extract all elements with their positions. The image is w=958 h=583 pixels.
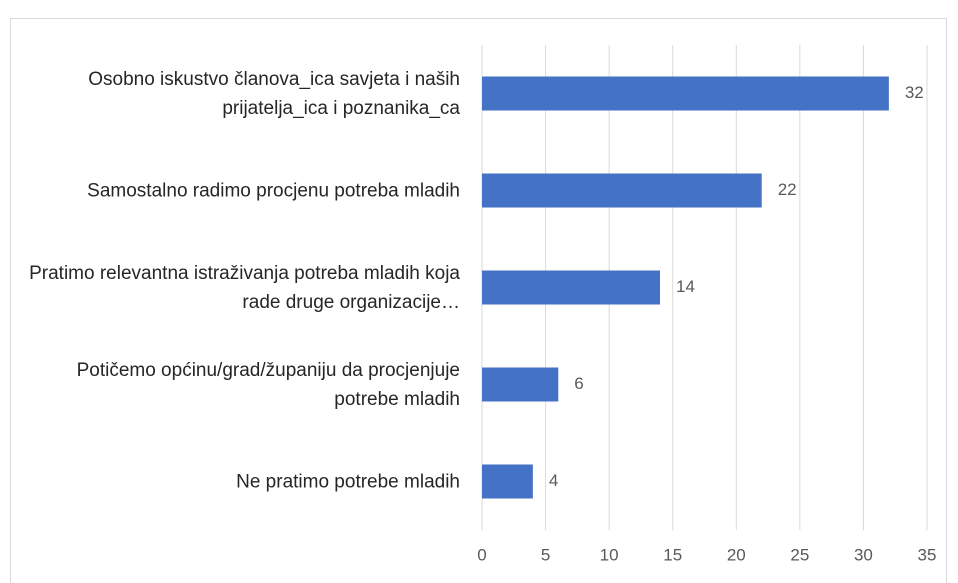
category-label: Osobno iskustvo članova_ica savjeta i na… [88,68,460,119]
bar [482,76,889,111]
data-label: 4 [549,471,558,490]
category-label: Pratimo relevantna istraživanja potreba … [29,262,460,313]
x-tick-label: 30 [854,545,873,564]
x-tick-label: 20 [727,545,746,564]
bar [482,173,762,208]
data-label: 22 [778,180,797,199]
bar [482,367,559,402]
data-label: 14 [676,277,695,296]
bar [482,464,533,499]
category-label: Ne pratimo potrebe mladih [236,471,460,492]
bar [482,270,660,305]
x-tick-label: 15 [663,545,682,564]
data-label: 6 [574,374,583,393]
x-tick-label: 35 [918,545,937,564]
category-label: Samostalno radimo procjenu potreba mladi… [87,180,460,201]
x-tick-label: 25 [790,545,809,564]
x-tick-label: 5 [541,545,550,564]
x-tick-label: 0 [477,545,486,564]
category-label: Potičemo općinu/grad/županiju da procjen… [76,359,460,410]
data-label: 32 [905,83,924,102]
x-tick-label: 10 [600,545,619,564]
chart-frame [10,18,947,583]
